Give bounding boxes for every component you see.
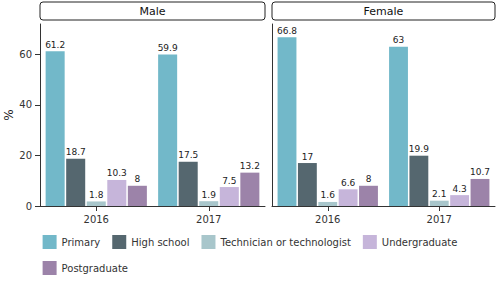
svg-text:66.8: 66.8 xyxy=(277,26,297,36)
svg-text:Primary: Primary xyxy=(62,237,101,248)
svg-text:6.6: 6.6 xyxy=(341,178,356,188)
svg-text:2017: 2017 xyxy=(196,214,221,225)
svg-text:2017: 2017 xyxy=(427,214,452,225)
svg-text:2016: 2016 xyxy=(84,214,109,225)
svg-text:Male: Male xyxy=(139,5,165,18)
svg-text:10.3: 10.3 xyxy=(107,168,127,178)
svg-text:1.8: 1.8 xyxy=(89,190,104,200)
svg-text:20: 20 xyxy=(19,150,32,161)
svg-text:Undergraduate: Undergraduate xyxy=(382,237,458,248)
svg-text:59.9: 59.9 xyxy=(158,43,178,53)
svg-text:10.7: 10.7 xyxy=(470,167,490,177)
svg-text:17: 17 xyxy=(302,152,313,162)
svg-text:13.2: 13.2 xyxy=(240,161,260,171)
svg-text:60: 60 xyxy=(19,49,32,60)
svg-text:0: 0 xyxy=(26,201,32,212)
svg-text:Technician or technologist: Technician or technologist xyxy=(219,237,350,248)
svg-text:18.7: 18.7 xyxy=(66,147,86,157)
svg-text:1.9: 1.9 xyxy=(202,190,217,200)
svg-text:19.9: 19.9 xyxy=(409,144,429,154)
svg-text:4.3: 4.3 xyxy=(452,184,466,194)
svg-text:%: % xyxy=(2,109,16,120)
svg-text:2.1: 2.1 xyxy=(432,189,446,199)
svg-text:63: 63 xyxy=(393,35,404,45)
svg-text:2016: 2016 xyxy=(315,214,340,225)
svg-text:8: 8 xyxy=(134,174,140,184)
svg-text:17.5: 17.5 xyxy=(178,150,198,160)
svg-text:61.2: 61.2 xyxy=(45,40,65,50)
svg-text:Postgraduate: Postgraduate xyxy=(62,263,128,274)
svg-text:8: 8 xyxy=(366,174,372,184)
svg-text:1.6: 1.6 xyxy=(321,190,336,200)
svg-text:7.5: 7.5 xyxy=(222,176,236,186)
svg-text:Female: Female xyxy=(364,5,404,18)
svg-text:High school: High school xyxy=(131,237,189,248)
svg-text:40: 40 xyxy=(19,99,32,110)
